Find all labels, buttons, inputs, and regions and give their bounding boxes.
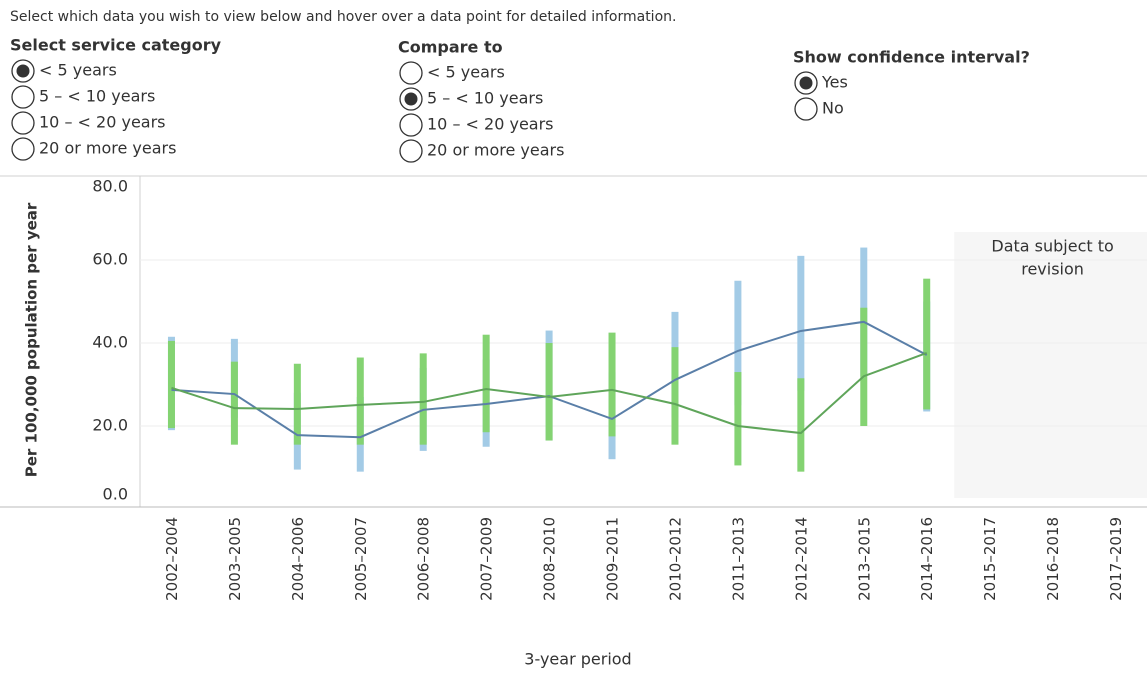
radio-option[interactable]: 20 or more years: [399, 139, 564, 163]
radio-button[interactable]: [794, 97, 818, 121]
radio-option[interactable]: Yes: [794, 71, 848, 95]
radio-label: No: [822, 99, 844, 118]
x-tick-label: 2002–2004: [163, 517, 181, 601]
radio-label: 20 or more years: [427, 141, 564, 160]
radio-button[interactable]: [11, 137, 35, 161]
radio-button[interactable]: [11, 111, 35, 135]
radio-option[interactable]: < 5 years: [399, 61, 505, 85]
radio-label: < 5 years: [427, 63, 505, 82]
y-tick-label: 60.0: [92, 250, 128, 269]
radio-dot: [404, 92, 418, 106]
x-tick-label: 2016–2018: [1044, 517, 1062, 601]
confidence-interval: [482, 334, 490, 433]
x-tick-label: 2017–2019: [1107, 517, 1125, 601]
x-tick-label: 2012–2014: [792, 517, 810, 601]
y-tick-label: 0.0: [103, 485, 128, 504]
y-axis-title: Per 100,000 population per year: [23, 202, 41, 477]
annotation: revision: [1021, 260, 1084, 279]
x-tick-label: 2011–2013: [729, 517, 747, 601]
radio-button[interactable]: [11, 85, 35, 109]
control-label: Compare to: [398, 38, 503, 57]
y-tick-label: 80.0: [92, 177, 128, 196]
x-tick-label: 2010–2012: [666, 517, 684, 601]
confidence-interval: [860, 307, 868, 426]
radio-option[interactable]: 10 – < 20 years: [11, 111, 166, 135]
x-tick-label: 2005–2007: [352, 517, 370, 601]
radio-dot: [799, 76, 813, 90]
confidence-interval: [923, 278, 931, 410]
confidence-interval: [293, 363, 301, 445]
x-tick-label: 2003–2005: [226, 517, 244, 601]
radio-label: < 5 years: [39, 61, 117, 80]
radio-label: 20 or more years: [39, 139, 176, 158]
radio-label: Yes: [821, 73, 848, 92]
x-tick-label: 2004–2006: [289, 517, 307, 601]
x-tick-label: 2015–2017: [981, 517, 999, 601]
radio-label: 10 – < 20 years: [39, 113, 166, 132]
radio-option[interactable]: No: [794, 97, 844, 121]
radio-option[interactable]: 5 – < 10 years: [11, 85, 155, 109]
confidence-interval: [230, 361, 238, 445]
radio-label: 5 – < 10 years: [39, 87, 155, 106]
confidence-interval: [797, 378, 805, 472]
control-label: Select service category: [10, 36, 222, 55]
confidence-interval: [797, 255, 805, 391]
radio-label: 5 – < 10 years: [427, 89, 543, 108]
radio-button[interactable]: [399, 113, 423, 137]
radio-option[interactable]: 10 – < 20 years: [399, 113, 554, 137]
annotation: Data subject to: [991, 237, 1113, 256]
confidence-interval: [545, 343, 553, 441]
revision-region: [954, 232, 1147, 498]
x-tick-label: 2013–2015: [855, 517, 873, 601]
radio-button[interactable]: [399, 61, 423, 85]
confidence-interval: [671, 347, 679, 445]
control-label: Show confidence interval?: [793, 48, 1030, 67]
confidence-interval: [167, 340, 175, 429]
y-tick-label: 20.0: [92, 416, 128, 435]
radio-dot: [16, 64, 30, 78]
x-tick-label: 2006–2008: [415, 517, 433, 601]
x-axis-title: 3-year period: [524, 650, 631, 669]
series-line: [171, 352, 928, 435]
confidence-interval: [419, 353, 427, 445]
confidence-interval: [734, 280, 742, 406]
radio-option[interactable]: 5 – < 10 years: [399, 87, 543, 111]
x-tick-label: 2014–2016: [918, 517, 936, 601]
x-tick-label: 2007–2009: [478, 517, 496, 601]
radio-label: 10 – < 20 years: [427, 115, 554, 134]
confidence-interval: [734, 372, 742, 466]
confidence-interval: [608, 332, 616, 437]
confidence-interval: [356, 357, 364, 445]
x-tick-label: 2008–2010: [541, 517, 559, 601]
y-tick-label: 40.0: [92, 333, 128, 352]
instruction: Select which data you wish to view below…: [10, 9, 676, 25]
radio-option[interactable]: 20 or more years: [11, 137, 176, 161]
x-tick-label: 2009–2011: [604, 517, 622, 601]
radio-option[interactable]: < 5 years: [11, 59, 117, 83]
radio-button[interactable]: [399, 139, 423, 163]
